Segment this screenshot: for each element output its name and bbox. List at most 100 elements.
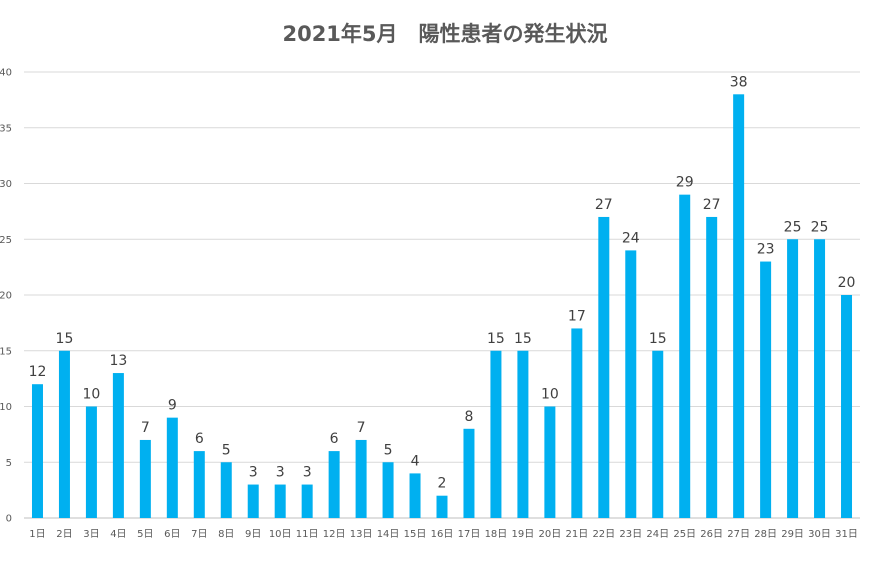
bar bbox=[787, 239, 799, 518]
x-tick-label: 10日 bbox=[269, 529, 292, 540]
x-tick-label: 19日 bbox=[512, 529, 535, 540]
x-tick-label: 6日 bbox=[164, 529, 180, 540]
bar bbox=[679, 194, 691, 518]
x-tick-label: 9日 bbox=[245, 529, 261, 540]
y-tick-label: 5 bbox=[6, 458, 12, 469]
data-label: 10 bbox=[83, 387, 101, 403]
bar bbox=[328, 451, 340, 518]
bar bbox=[166, 417, 178, 518]
x-tick-label: 13日 bbox=[350, 529, 373, 540]
data-label: 3 bbox=[249, 465, 258, 481]
x-tick-label: 28日 bbox=[754, 529, 777, 540]
x-tick-label: 5日 bbox=[137, 529, 153, 540]
data-label: 4 bbox=[411, 453, 420, 469]
data-label: 9 bbox=[168, 398, 177, 414]
data-label: 3 bbox=[276, 465, 285, 481]
x-tick-label: 8日 bbox=[218, 529, 234, 540]
x-tick-label: 4日 bbox=[110, 529, 126, 540]
data-label: 27 bbox=[595, 197, 613, 213]
x-tick-label: 11日 bbox=[296, 529, 319, 540]
data-label: 15 bbox=[487, 331, 505, 347]
data-label: 15 bbox=[514, 331, 532, 347]
data-label: 25 bbox=[811, 219, 829, 235]
y-tick-label: 35 bbox=[0, 123, 12, 134]
y-axis-ticks: 0 5 10 15 20 25 30 35 40 bbox=[0, 68, 12, 525]
x-tick-label: 2日 bbox=[56, 529, 72, 540]
data-label: 2 bbox=[438, 476, 447, 492]
bar bbox=[436, 495, 448, 518]
bar bbox=[274, 484, 286, 518]
bar bbox=[841, 295, 853, 518]
data-label: 29 bbox=[676, 175, 694, 191]
x-tick-label: 29日 bbox=[781, 529, 804, 540]
bar bbox=[247, 484, 259, 518]
bars bbox=[31, 94, 853, 519]
x-tick-label: 7日 bbox=[191, 529, 207, 540]
bar bbox=[652, 350, 664, 518]
gridlines bbox=[24, 71, 860, 519]
x-tick-label: 21日 bbox=[565, 529, 588, 540]
data-label: 12 bbox=[29, 364, 47, 380]
bar bbox=[625, 250, 637, 518]
bar bbox=[382, 462, 394, 518]
bar bbox=[355, 439, 367, 518]
x-tick-label: 23日 bbox=[619, 529, 642, 540]
bar bbox=[463, 428, 475, 518]
bar bbox=[544, 406, 556, 518]
data-label: 7 bbox=[141, 420, 150, 436]
bar bbox=[706, 216, 718, 518]
data-label: 17 bbox=[568, 308, 586, 324]
x-tick-label: 3日 bbox=[83, 529, 99, 540]
bar bbox=[193, 451, 205, 518]
x-tick-label: 12日 bbox=[323, 529, 346, 540]
x-tick-label: 26日 bbox=[700, 529, 723, 540]
bar bbox=[31, 384, 43, 518]
bar bbox=[112, 373, 124, 518]
data-label: 24 bbox=[622, 230, 640, 246]
bar bbox=[571, 328, 583, 518]
x-tick-label: 18日 bbox=[485, 529, 508, 540]
data-label: 10 bbox=[541, 387, 559, 403]
x-tick-label: 14日 bbox=[377, 529, 400, 540]
x-tick-label: 24日 bbox=[646, 529, 669, 540]
bar bbox=[409, 473, 421, 518]
x-tick-label: 1日 bbox=[29, 529, 45, 540]
bar bbox=[85, 406, 97, 518]
y-tick-label: 10 bbox=[0, 402, 12, 413]
data-label: 15 bbox=[649, 331, 667, 347]
bar bbox=[733, 94, 745, 519]
x-tick-label: 22日 bbox=[592, 529, 615, 540]
bar bbox=[58, 350, 70, 518]
bar bbox=[301, 484, 313, 518]
x-tick-label: 16日 bbox=[431, 529, 454, 540]
x-tick-label: 25日 bbox=[673, 529, 696, 540]
y-tick-label: 30 bbox=[0, 179, 12, 190]
chart-title: 2021年5月 陽性患者の発生状況 bbox=[282, 22, 608, 46]
data-label: 8 bbox=[465, 409, 474, 425]
data-label: 27 bbox=[703, 197, 721, 213]
y-tick-label: 20 bbox=[0, 291, 12, 302]
data-label: 38 bbox=[730, 74, 748, 90]
y-tick-label: 0 bbox=[6, 514, 12, 525]
x-tick-label: 20日 bbox=[539, 529, 562, 540]
data-label: 13 bbox=[109, 353, 127, 369]
data-label: 7 bbox=[357, 420, 366, 436]
y-tick-label: 15 bbox=[0, 346, 12, 357]
bar bbox=[517, 350, 529, 518]
y-tick-label: 25 bbox=[0, 235, 12, 246]
x-tick-label: 17日 bbox=[458, 529, 481, 540]
data-label: 6 bbox=[330, 431, 339, 447]
y-tick-label: 40 bbox=[0, 68, 12, 79]
bar bbox=[760, 261, 772, 518]
x-tick-label: 15日 bbox=[404, 529, 427, 540]
data-label: 15 bbox=[56, 331, 74, 347]
data-labels: 12 15 10 13 7 9 6 5 3 3 3 6 7 5 4 2 8 15 15 10 17 27 24 15 29 27 3… bbox=[29, 74, 856, 491]
data-label: 23 bbox=[757, 242, 775, 258]
x-tick-label: 27日 bbox=[727, 529, 750, 540]
data-label: 20 bbox=[838, 275, 856, 291]
data-label: 3 bbox=[303, 465, 312, 481]
x-axis-ticks: 1日 2日 3日 4日 5日 6日 7日 8日 9日 10日 11日 12日 13日 14日 15日 16日 1… bbox=[29, 529, 858, 540]
bar bbox=[814, 239, 826, 518]
bar bbox=[220, 462, 232, 518]
